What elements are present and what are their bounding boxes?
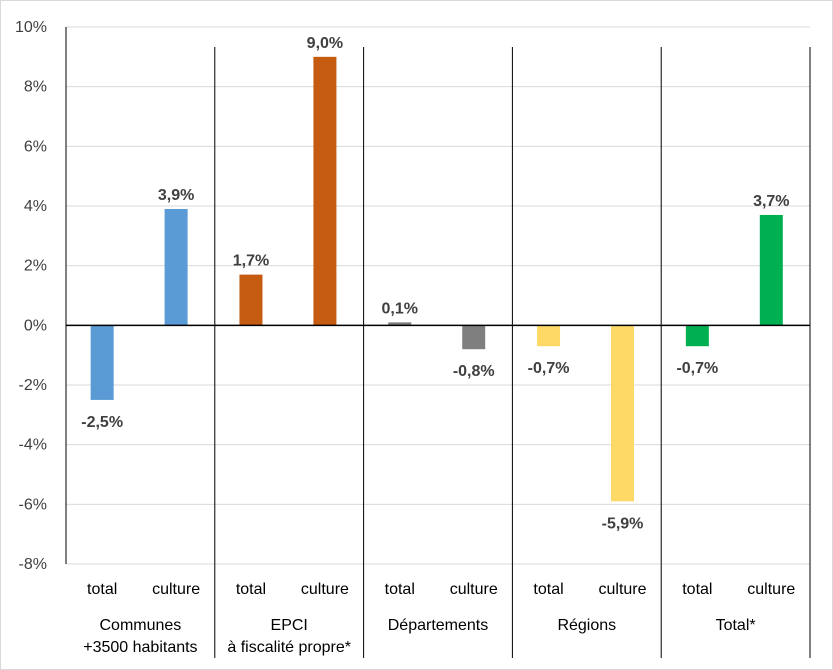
y-tick-label: -8% [19,556,47,573]
bar-total [90,325,114,400]
sub-category-label: total [87,581,117,598]
sub-category-label: culture [301,581,349,598]
sub-category-label: culture [450,581,498,598]
sub-category-label: total [533,581,563,598]
bar-culture [759,214,783,326]
data-label: 0,1% [382,300,418,317]
bar-culture [611,325,635,502]
data-label: -2,5% [81,414,123,431]
data-label: 9,0% [307,35,343,52]
y-tick-label: -6% [19,496,47,513]
bar-total [685,325,709,347]
data-label: 1,7% [233,253,269,270]
group-label: Départements [388,617,489,634]
bar-culture [164,208,188,326]
data-label: -0,8% [453,363,495,380]
group-label: Régions [557,617,616,634]
group-label: Total* [716,617,756,634]
group-label: +3500 habitants [83,639,197,656]
bar-culture [462,325,486,350]
data-label: -0,7% [676,360,718,377]
bar-total [388,322,412,326]
y-tick-label: 0% [24,317,47,334]
y-tick-label: -2% [19,377,47,394]
bar-total [537,325,561,347]
data-label: -5,9% [602,515,644,532]
sub-category-label: total [385,581,415,598]
y-tick-label: -4% [19,437,47,454]
data-label: 3,7% [753,193,789,210]
y-tick-label: 4% [24,198,47,215]
bar-total [239,274,263,326]
y-tick-label: 2% [24,258,47,275]
data-label: 3,9% [158,187,194,204]
group-label: à fiscalité propre* [227,639,351,656]
bar-culture [313,56,337,326]
y-tick-label: 10% [15,19,47,36]
sub-category-label: total [682,581,712,598]
data-label: -0,7% [528,360,570,377]
y-tick-label: 6% [24,138,47,155]
sub-category-label: culture [598,581,646,598]
sub-category-label: total [236,581,266,598]
group-label: EPCI [271,617,308,634]
y-tick-label: 8% [24,79,47,96]
sub-category-label: culture [152,581,200,598]
group-label: Communes [99,617,181,634]
sub-category-label: culture [747,581,795,598]
